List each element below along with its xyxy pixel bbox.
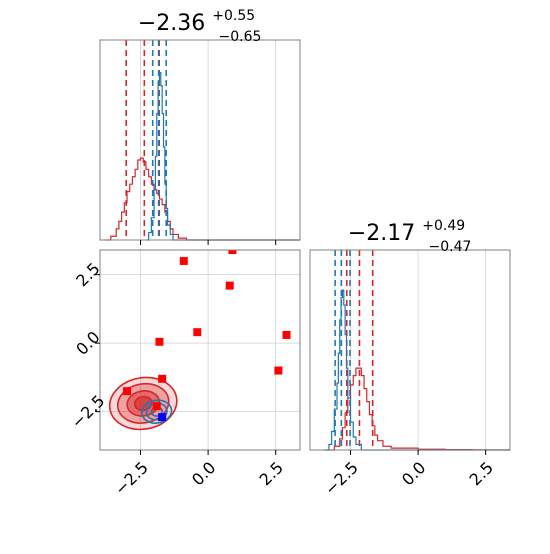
hist-series-0 [105,157,300,241]
scatter-point-blue [158,413,167,422]
title-upper: +0.55 [212,8,255,24]
points-bottom-left [123,250,291,422]
ticks-top-left [140,240,277,245]
title-median: −2.36 [138,11,205,36]
scatter-point-red [152,402,161,411]
title-top-left: −2.36 +0.55 −0.65 [138,1,262,45]
scatter-point-red [228,250,237,254]
scatter-point-red [282,330,291,339]
grid-top-left [140,40,277,240]
hist-series-1 [145,72,300,241]
scatter-point-red [158,374,167,383]
frame-top-left [99,39,301,241]
frame-bottom-left [99,249,301,451]
title-bottom-right: −2.17 +0.49 −0.47 [348,211,472,255]
scatter-point-red [123,387,132,396]
scatter-point-red [179,256,188,265]
hist-series-top-left [105,40,300,241]
hist-series-0 [326,367,511,451]
title-lower: −0.65 [219,29,262,45]
ticks-bottom-left [95,274,277,455]
contour-level [141,399,173,424]
frame-bottom-right [309,249,511,451]
histogram-top-left: −2.36 +0.55 −0.65 [99,1,301,245]
title-upper: +0.49 [422,218,465,234]
hist-series-bottom-right [323,250,511,451]
ticks-bottom-right [350,450,487,455]
hist-series-1 [323,289,510,451]
title-median: −2.17 [348,221,415,246]
title-lower: −0.47 [429,239,472,255]
scatter-point-red [155,337,164,346]
scatter-point-red [225,281,234,290]
scatter-point-red [274,366,283,375]
scatter-point-red [193,328,202,337]
